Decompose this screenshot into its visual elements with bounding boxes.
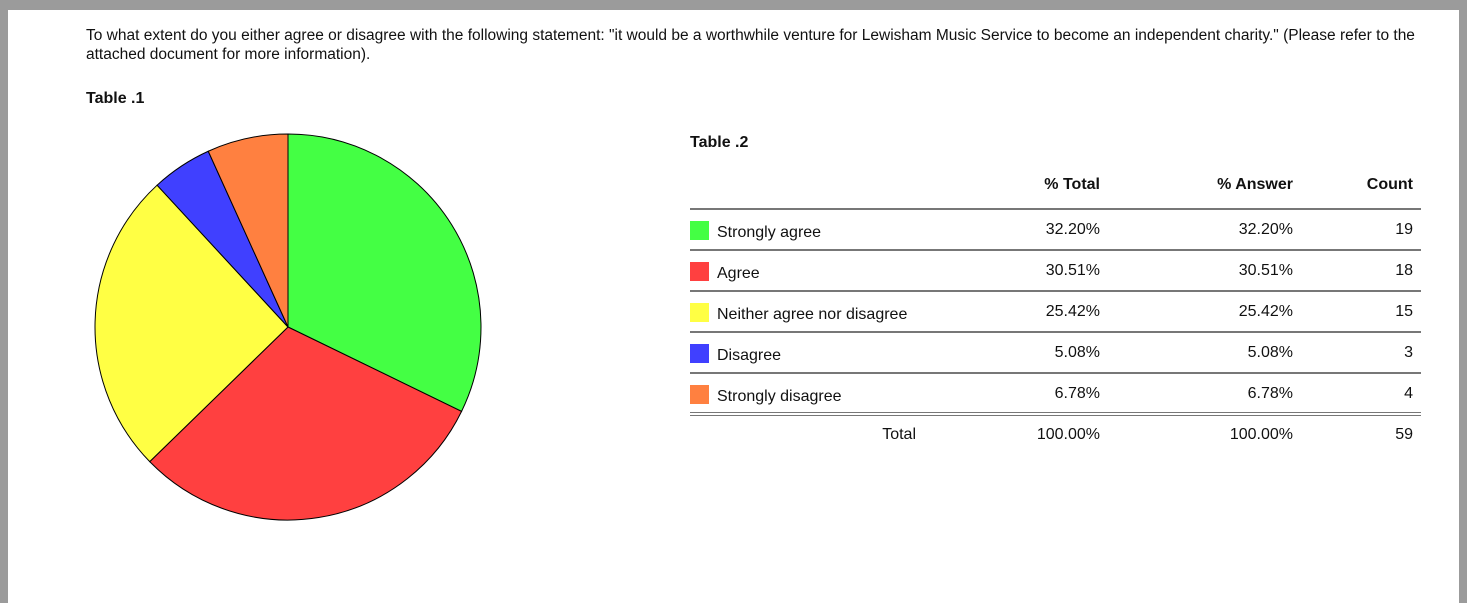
count: 4 [1301,373,1421,416]
label-text: Strongly disagree [717,388,842,405]
row-label: Neither agree nor disagree [690,303,920,324]
results-table: % Total% Answer Count Strongly agree 32.20… [690,175,1421,456]
report-page: To what extent do you either agree or di… [8,10,1459,603]
data-row: Disagree 5.08% 5.08% 3 [690,332,1421,374]
color-swatch [690,221,709,240]
pct-answer: 30.51% [1108,250,1301,292]
row-label: Strongly agree [690,221,920,242]
label-text: Disagree [717,347,782,364]
count: 15 [1301,291,1421,333]
label-cell: Strongly disagree [690,373,920,416]
total-pct: 100.00% [1036,426,1100,443]
row-label: Strongly disagree [690,385,920,406]
pct-total: 32.20% [920,209,1108,251]
data-row: Agree 30.51% 30.51% 18 [690,250,1421,292]
count: 18 [1301,250,1421,292]
pie-slice [207,133,289,328]
color-swatch [690,344,709,363]
pie-chart [94,133,482,521]
pie-slice [149,326,463,521]
row-label: Disagree [690,344,920,365]
table1-title: Table .1 [86,90,145,107]
pie-slice [287,133,482,413]
table2-title: Table .2 [690,134,749,151]
total-row: Total 100.00% 100.00% 59 [690,414,1421,456]
pct-total: 25.42% [920,291,1108,333]
header-row: % Total% Answer Count [690,175,1421,210]
label-cell: Strongly agree [690,209,920,251]
pct-answer: 5.08% [1108,332,1301,374]
label-text: Strongly agree [717,224,822,241]
column-header: Count [1301,175,1421,210]
pct-answer: 32.20% [1108,209,1301,251]
label-cell: Agree [690,250,920,292]
data-row: Neither agree nor disagree 25.42% 25.42% 15 [690,291,1421,333]
color-swatch [690,385,709,404]
pct-answer: 6.78% [1108,373,1301,416]
total-label: Total [882,426,916,443]
total-answer: 100.00% [1229,426,1293,443]
count: 19 [1301,209,1421,251]
label-cell: Neither agree nor disagree [690,291,920,333]
pct-total: 6.78% [920,373,1108,416]
pct-answer: 25.42% [1108,291,1301,333]
pct-total: 30.51% [920,250,1108,292]
total-count: 59 [1395,426,1413,443]
row-label: Agree [690,262,920,283]
data-row: Strongly agree 32.20% 32.20% 19 [690,209,1421,251]
question-text: To what extent do you either agree or di… [86,27,1415,63]
color-swatch [690,303,709,322]
label-text: Agree [717,265,760,282]
label-text: Neither agree nor disagree [717,306,908,323]
column-header: % Answer [1108,175,1301,210]
count: 3 [1301,332,1421,374]
column-header: % Total [920,175,1108,210]
data-row: Strongly disagree 6.78% 6.78% 4 [690,373,1421,416]
pie-slice [94,184,289,463]
pct-total: 5.08% [920,332,1108,374]
label-cell: Disagree [690,332,920,374]
color-swatch [690,262,709,281]
